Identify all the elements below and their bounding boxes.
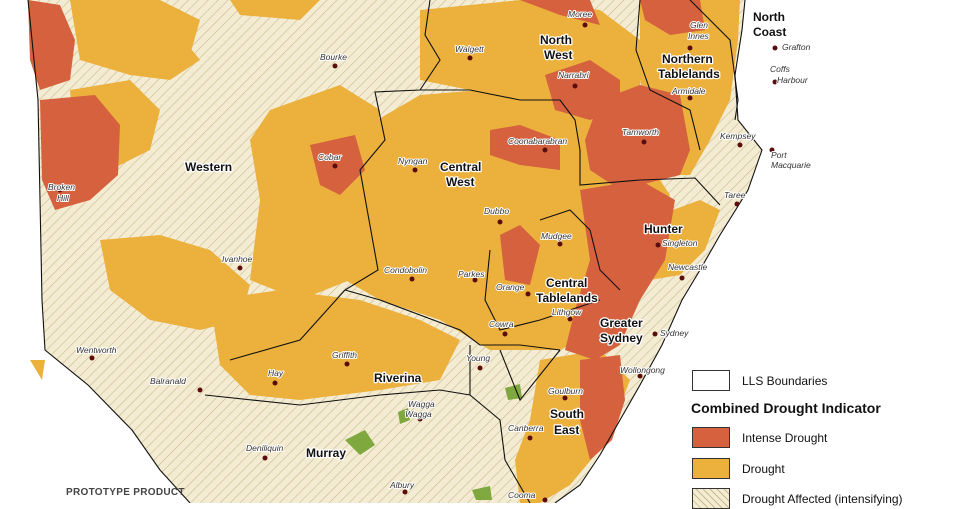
region-central-west-line1: Central [440, 160, 481, 174]
town-young: Young [466, 353, 490, 363]
town-singleton: Singleton [662, 238, 698, 248]
town-cobar: Cobar [318, 152, 342, 162]
region-riverina: Riverina [374, 371, 422, 385]
region-north-coast-line1: North [753, 10, 785, 24]
town-wagga-2: Wagga [405, 409, 432, 419]
region-south-east-line2: East [554, 423, 579, 437]
town-wagga-1: Wagga [408, 399, 435, 409]
town-goulburn: Goulburn [548, 386, 583, 396]
prototype-product-label: PROTOTYPE PRODUCT [66, 487, 185, 498]
town-parkes: Parkes [458, 269, 485, 279]
town-port-macquarie-1: Port [771, 150, 787, 160]
town-canberra: Canberra [508, 423, 544, 433]
town-moree: Moree [568, 9, 592, 19]
town-walgett: Walgett [455, 44, 484, 54]
town-bourke: Bourke [320, 52, 347, 62]
town-narrabri: Narrabri [558, 70, 590, 80]
town-hay: Hay [268, 368, 284, 378]
legend-label-drought: Drought [742, 461, 785, 476]
town-coffs-1: Coffs [770, 64, 791, 74]
town-taree: Taree [724, 190, 746, 200]
region-greater-sydney-line2: Sydney [600, 331, 643, 345]
town-ivanhoe: Ivanhoe [222, 254, 253, 264]
map-legend: LLS Boundaries Combined Drought Indicato… [686, 365, 956, 509]
town-coonabarabran: Coonabarabran [508, 136, 567, 146]
town-broken-hill-2: Hill [57, 193, 70, 203]
town-wollongong: Wollongong [620, 365, 665, 375]
legend-swatch-drought [692, 458, 730, 479]
region-western: Western [185, 160, 232, 174]
legend-title: Combined Drought Indicator [691, 400, 881, 416]
legend-swatch-boundary [692, 370, 730, 391]
town-kempsey: Kempsey [720, 131, 756, 141]
town-dubbo: Dubbo [484, 206, 509, 216]
town-armidale: Armidale [671, 86, 706, 96]
town-broken-hill-1: Broken [48, 182, 75, 192]
region-north-coast-line2: Coast [753, 25, 786, 39]
region-murray: Murray [306, 446, 346, 460]
town-port-macquarie-2: Macquarie [771, 160, 811, 170]
legend-label-boundaries: LLS Boundaries [742, 373, 828, 388]
legend-swatch-affected [692, 488, 730, 509]
town-lithgow: Lithgow [552, 307, 582, 317]
town-sydney: Sydney [660, 328, 689, 338]
town-mudgee: Mudgee [541, 231, 572, 241]
region-central-tablelands-line1: Central [546, 276, 587, 290]
green-areas [345, 384, 522, 500]
legend-row-intense: Intense Drought [692, 427, 827, 448]
town-albury: Albury [389, 480, 415, 490]
region-greater-sydney-line1: Greater [600, 316, 643, 330]
town-grafton: Grafton [782, 42, 811, 52]
region-north-west-line2: West [544, 48, 572, 62]
region-northern-tablelands-line1: Northern [662, 52, 713, 66]
town-glen-innes-2: Innes [688, 31, 710, 41]
town-griffith: Griffith [332, 350, 357, 360]
town-tamworth: Tamworth [622, 127, 659, 137]
town-wentworth: Wentworth [76, 345, 117, 355]
region-hunter: Hunter [644, 222, 683, 236]
town-coffs-2: Harbour [777, 75, 809, 85]
region-north-west-line1: North [540, 33, 572, 47]
town-condobolin: Condobolin [384, 265, 427, 275]
town-orange: Orange [496, 282, 525, 292]
region-northern-tablelands-line2: Tablelands [658, 67, 720, 81]
town-deniliquin: Deniliquin [246, 443, 284, 453]
town-glen-innes-1: Glen [690, 20, 708, 30]
intense-drought-areas [28, 0, 705, 460]
towns: Moree Glen Innes Grafton Walgett Bourke … [47, 8, 812, 503]
town-cooma: Cooma [508, 490, 536, 500]
town-balranald: Balranald [150, 376, 186, 386]
region-labels: Western North West Central West Northern… [184, 9, 788, 462]
legend-label-affected: Drought Affected (intensifying) [742, 491, 903, 506]
region-central-tablelands-line2: Tablelands [536, 291, 598, 305]
legend-row-affected: Drought Affected (intensifying) [692, 488, 903, 509]
town-newcastle: Newcastle [668, 262, 707, 272]
legend-row-boundaries: LLS Boundaries [692, 370, 827, 391]
legend-row-drought: Drought [692, 458, 785, 479]
legend-swatch-intense [692, 427, 730, 448]
legend-label-intense: Intense Drought [742, 430, 828, 445]
region-south-east-line1: South [550, 407, 584, 421]
town-nyngan: Nyngan [398, 156, 428, 166]
town-cowra: Cowra [489, 319, 514, 329]
region-central-west-line2: West [446, 175, 474, 189]
lls-boundaries [27, 0, 763, 503]
